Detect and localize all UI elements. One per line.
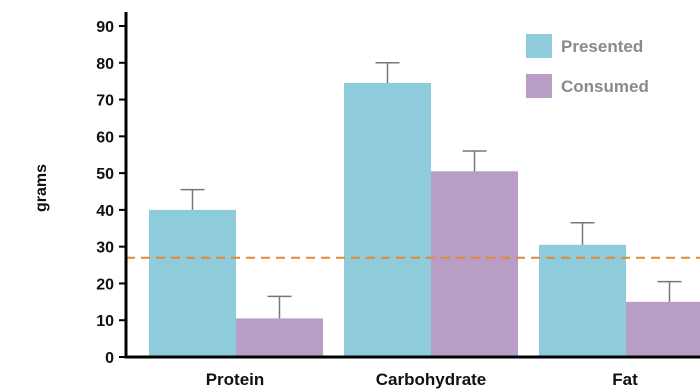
y-axis-title: grams [33,164,50,212]
y-tick-label: 70 [96,93,114,110]
y-tick-label: 90 [96,19,114,36]
y-tick-label: 20 [96,276,114,293]
bar-presented-protein [149,209,236,357]
x-category-label: Protein [206,370,265,389]
y-tick-label: 0 [105,350,114,367]
y-tick-label: 30 [96,240,114,257]
y-tick-label: 80 [96,56,114,73]
legend-swatch-consumed [526,74,552,98]
bar-consumed-fat [626,301,700,357]
legend-swatch-presented [526,34,552,58]
y-tick-label: 50 [96,166,114,183]
bar-presented-fat [539,244,626,357]
y-tick-label: 10 [96,313,114,330]
y-tick-label: 40 [96,203,114,220]
legend-label-presented: Presented [561,37,643,56]
bar-consumed-protein [236,318,323,357]
bar-consumed-carbohydrate [431,171,518,357]
bar-presented-carbohydrate [344,83,431,357]
x-category-label: Fat [612,370,638,389]
x-category-label: Carbohydrate [376,370,487,389]
legend-label-consumed: Consumed [561,77,649,96]
y-tick-label: 60 [96,129,114,146]
